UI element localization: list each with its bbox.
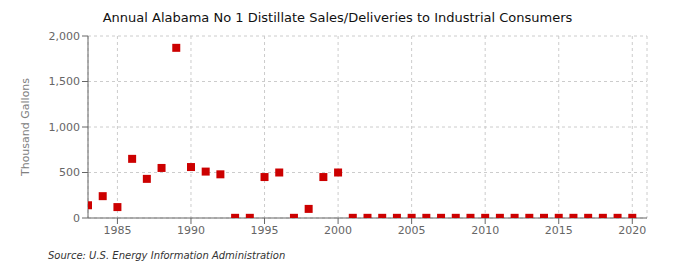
svg-text:2005: 2005 [398, 224, 426, 237]
svg-text:Thousand Gallons: Thousand Gallons [19, 78, 32, 177]
svg-text:2010: 2010 [471, 224, 499, 237]
svg-text:2000: 2000 [324, 224, 352, 237]
svg-text:1995: 1995 [251, 224, 279, 237]
html-text:Annual Alabama No 1 Distillate: Annual Alabama No 1 Distillate Sales/Del… [102, 10, 573, 25]
svg-text:1990: 1990 [177, 224, 205, 237]
svg-text:1,000: 1,000 [49, 121, 81, 134]
svg-text:2015: 2015 [545, 224, 573, 237]
svg-text:0: 0 [73, 212, 80, 225]
svg-text:1,500: 1,500 [49, 75, 81, 88]
svg-text:500: 500 [59, 166, 80, 179]
svg-text:1985: 1985 [103, 224, 131, 237]
svg-text:2,000: 2,000 [49, 30, 81, 43]
svg-text:2020: 2020 [618, 224, 646, 237]
html-text:Source: U.S. Energy Informatio: Source: U.S. Energy Information Administ… [48, 250, 286, 261]
